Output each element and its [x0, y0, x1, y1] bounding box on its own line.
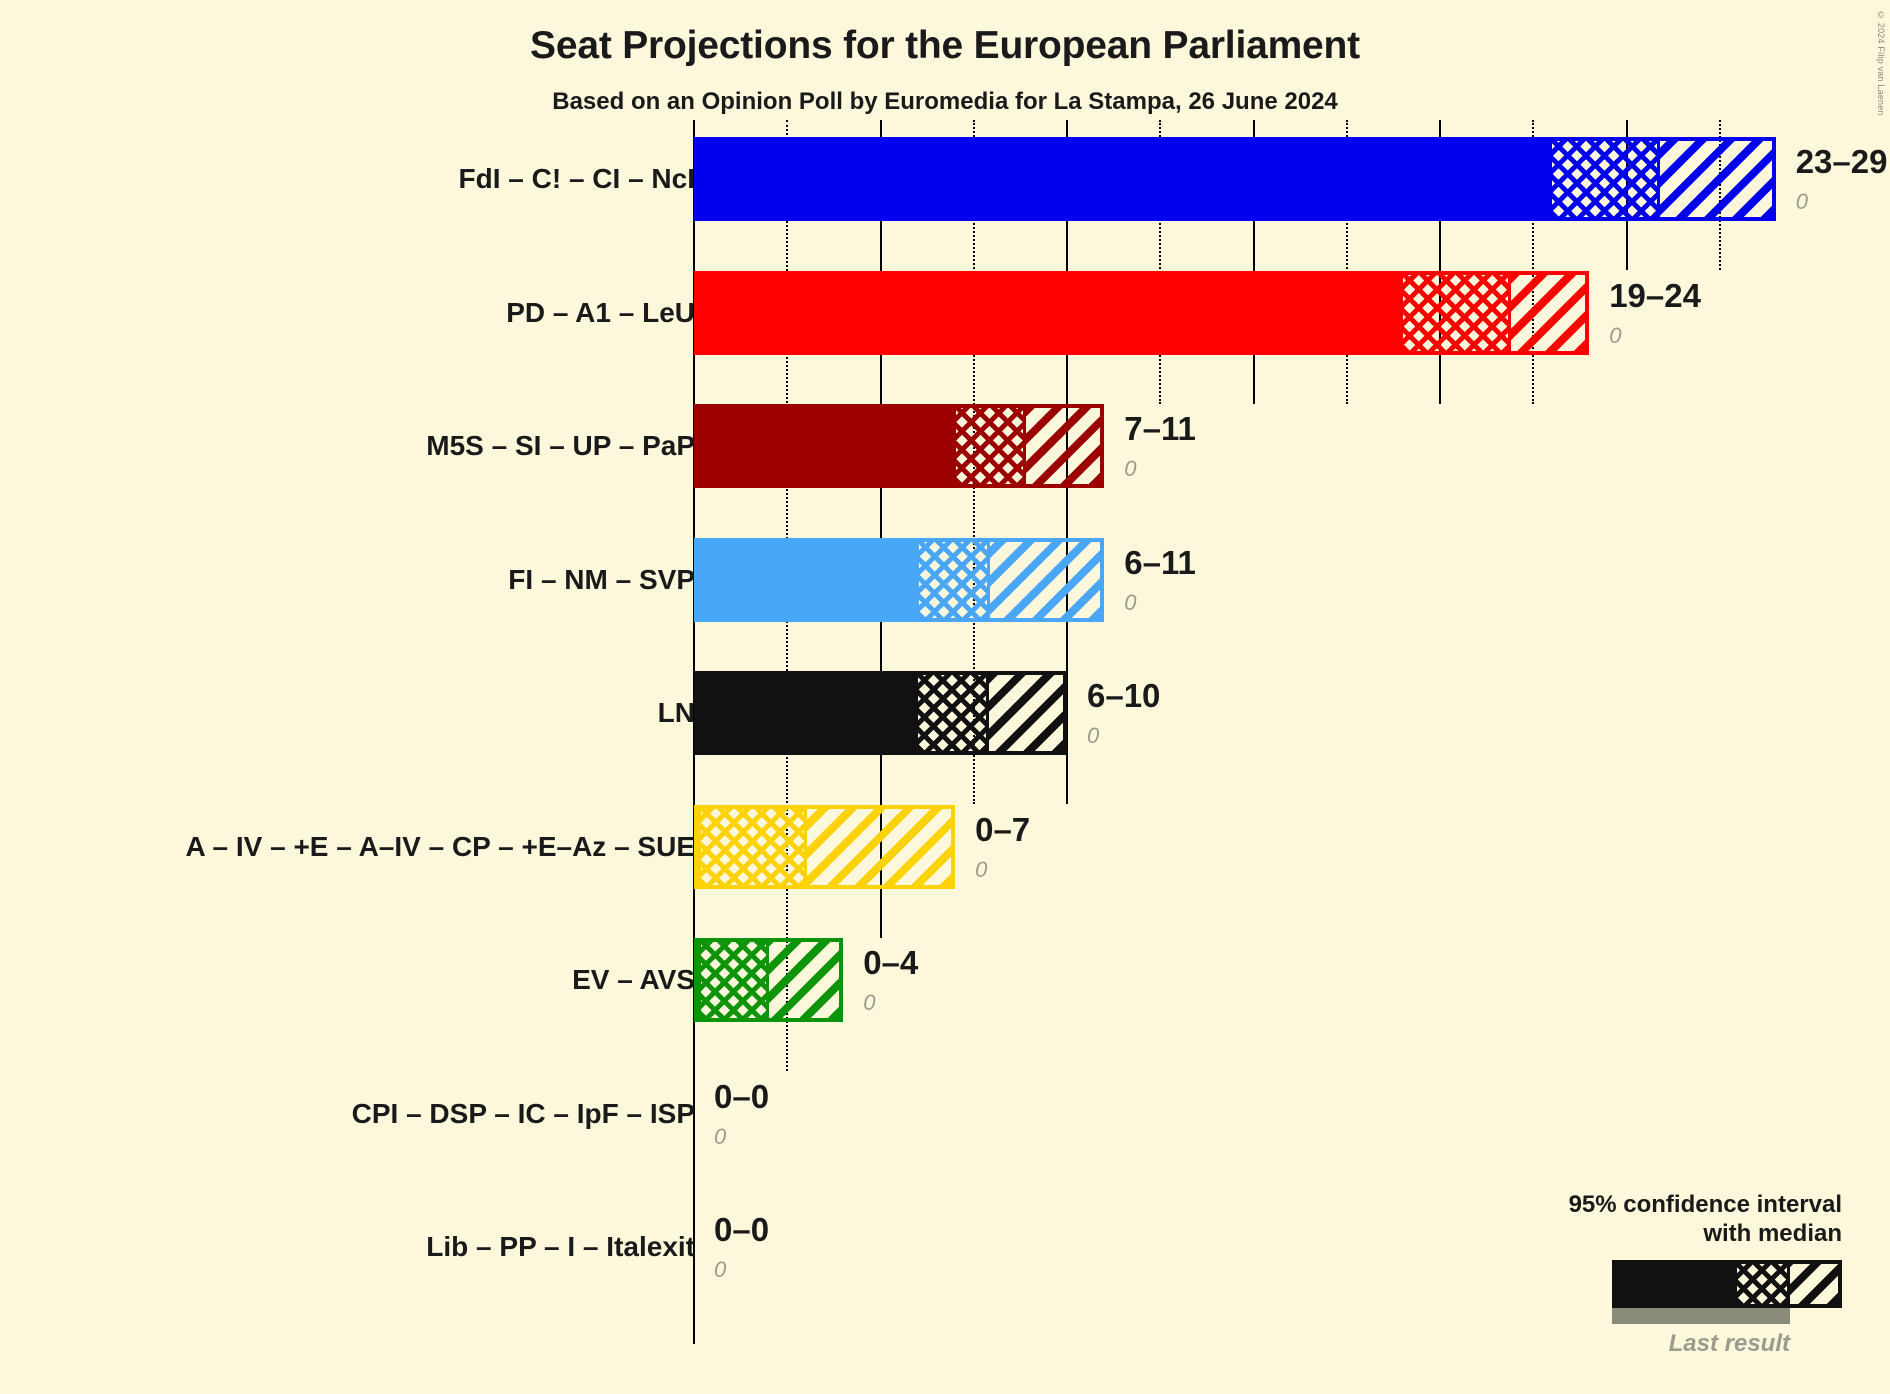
legend-last-result-swatch	[1612, 1308, 1790, 1324]
bar-segment-to-median	[1399, 274, 1511, 351]
bar-last-result-label: 0	[1087, 723, 1100, 748]
bar-segment-to-median	[952, 408, 1027, 484]
bar	[694, 938, 844, 1022]
bar-category-label: M5S – SI – UP – PaP	[426, 430, 695, 461]
bar	[694, 404, 1105, 488]
copyright-notice: © 2024 Filip van Laenen	[1876, 10, 1886, 116]
bar-value-label: 0–0	[714, 1077, 770, 1115]
gridline-minor	[1159, 120, 1162, 404]
bar	[694, 537, 1105, 622]
bar-segment-to-median	[698, 942, 769, 1018]
legend-segment-cross	[1734, 1264, 1790, 1304]
bar-last-result-label: 0	[863, 990, 876, 1015]
bar-value-label: 6–10	[1087, 677, 1161, 714]
bar-segment-to-upper	[806, 808, 952, 885]
bar-segment-confidence-low	[698, 141, 1549, 217]
bar-segment-to-upper	[1510, 274, 1586, 351]
bar-value-label: 7–11	[1124, 410, 1196, 447]
bar	[694, 270, 1590, 355]
page-title: Seat Projections for the European Parlia…	[530, 24, 1360, 67]
bar-last-result-label: 0	[714, 1123, 727, 1149]
legend-description: 95% confidence interval with median	[1512, 1191, 1842, 1248]
bar-category-label: EV – AVS	[572, 964, 695, 995]
gridline-minor	[1532, 120, 1535, 404]
bar-segment-to-median	[915, 675, 990, 751]
legend-last-result-label: Last result	[1668, 1330, 1790, 1357]
legend-swatch	[1612, 1260, 1842, 1308]
bar	[694, 671, 1067, 755]
bar-segment-confidence-low	[698, 675, 916, 751]
bar-category-label: CPI – DSP – IC – IpF – ISP	[351, 1097, 695, 1129]
bar-last-result-label: 0	[714, 1257, 727, 1282]
legend-line-1: 95% confidence interval	[1568, 1191, 1842, 1219]
bar-value-label: 0–7	[975, 810, 1031, 848]
bar-category-label: Lib – PP – I – Italexit	[426, 1231, 695, 1262]
bar-category-label: A – IV – +E – A–IV – CP – +E–Az – SUE	[185, 830, 695, 862]
gridline-minor	[1345, 120, 1348, 404]
bar-last-result-label: 0	[1795, 189, 1808, 214]
bar-value-label: 23–29	[1795, 143, 1888, 180]
bar-category-label: FI – NM – SVP	[508, 563, 695, 595]
bar-segment-to-upper	[1660, 141, 1772, 217]
bar	[694, 137, 1776, 221]
bar-last-result-label: 0	[1124, 456, 1137, 481]
bar-segment-confidence-low	[698, 274, 1400, 351]
chart-subtitle: Based on an Opinion Poll by Euromedia fo…	[552, 88, 1338, 115]
bar-value-label: 19–24	[1609, 276, 1701, 314]
bar-category-label: LN	[657, 697, 695, 728]
bar-segment-to-median	[698, 808, 807, 885]
bar-segment-to-upper	[989, 541, 1101, 618]
chart-legend: 95% confidence interval with median Last…	[1512, 1191, 1842, 1358]
bar-segment-to-median	[915, 541, 990, 618]
bar-segment-confidence-low	[698, 541, 916, 618]
bar-last-result-label: 0	[1124, 589, 1137, 615]
gridline-major	[1439, 120, 1441, 404]
bar-segment-to-upper	[768, 942, 840, 1018]
gridline-major	[879, 120, 882, 938]
bar-category-label: FdI – C! – CI – NcI	[458, 163, 696, 194]
bar-category-label: PD – A1 – LeU	[506, 296, 695, 328]
bar-last-result-label: 0	[975, 856, 988, 882]
bar	[694, 804, 956, 889]
legend-line-2: with median	[1703, 1219, 1842, 1247]
bar-segment-to-median	[1548, 141, 1661, 217]
bar-segment-to-upper	[989, 675, 1063, 751]
bar-last-result-label: 0	[1609, 322, 1622, 348]
bar-value-label: 6–11	[1124, 543, 1196, 581]
bar-value-label: 0–4	[863, 944, 919, 981]
bar-segment-confidence-low	[698, 408, 953, 484]
legend-segment-solid	[1616, 1264, 1734, 1304]
legend-segment-diag	[1790, 1264, 1838, 1304]
bar-value-label: 0–0	[714, 1211, 770, 1248]
bar-segment-to-upper	[1026, 408, 1101, 484]
gridline-major	[1252, 120, 1255, 404]
